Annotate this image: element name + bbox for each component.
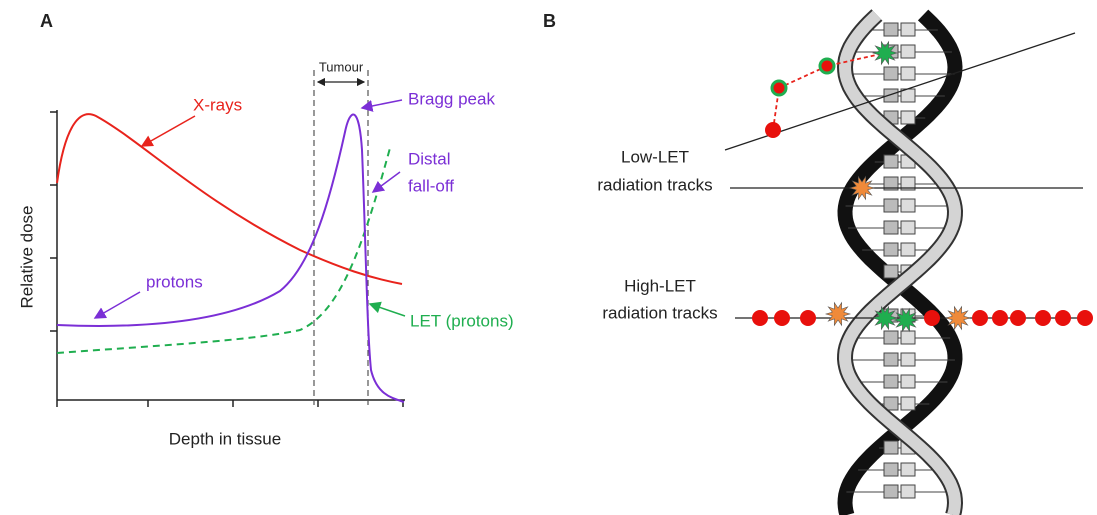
- base: [900, 110, 916, 125]
- base: [883, 22, 899, 37]
- dna-helix: [836, 9, 964, 515]
- base: [883, 396, 899, 411]
- bragg-peak-label: Bragg peak: [408, 89, 495, 108]
- ionisation: [774, 310, 790, 326]
- ionisation: [752, 310, 768, 326]
- base: [900, 66, 916, 81]
- base: [883, 264, 899, 279]
- ionisation: [1010, 310, 1026, 326]
- axes: [50, 110, 405, 407]
- base: [883, 462, 899, 477]
- x-ray-curve: [56, 113, 403, 285]
- arrow: [360, 99, 403, 112]
- base: [883, 198, 899, 213]
- arrow: [140, 115, 196, 147]
- base: [900, 44, 916, 59]
- base: [900, 330, 916, 345]
- secondary-track: [772, 52, 886, 131]
- base: [900, 462, 916, 477]
- base: [883, 440, 899, 455]
- ionisation: [818, 57, 836, 75]
- base: [900, 484, 916, 499]
- ionisation: [924, 310, 940, 326]
- arrow: [371, 171, 401, 193]
- base: [900, 176, 916, 191]
- ionisation: [972, 310, 988, 326]
- x-rays-label: X-rays: [193, 95, 242, 114]
- base: [883, 484, 899, 499]
- base: [900, 352, 916, 367]
- distal-label: fall-off: [408, 176, 454, 195]
- front-strand: [838, 10, 962, 515]
- dna-damage: [871, 305, 899, 331]
- ionisation: [765, 122, 781, 138]
- base: [883, 330, 899, 345]
- ionisation: [992, 310, 1008, 326]
- panel-label: B: [543, 11, 556, 31]
- let-curve: [56, 147, 391, 354]
- arrow: [93, 291, 141, 319]
- base: [883, 88, 899, 103]
- high-let-label: radiation tracks: [602, 303, 717, 322]
- proton-curve: [56, 113, 405, 403]
- low-let-label: radiation tracks: [597, 175, 712, 194]
- ionisation: [1035, 310, 1051, 326]
- base: [883, 176, 899, 191]
- base: [883, 242, 899, 257]
- x-axis-label: Depth in tissue: [169, 429, 281, 448]
- dna-damage: [871, 40, 899, 66]
- base: [883, 352, 899, 367]
- base: [883, 374, 899, 389]
- ionisation: [1055, 310, 1071, 326]
- base: [883, 154, 899, 169]
- base: [900, 242, 916, 257]
- track-line: [724, 32, 1076, 151]
- high-let-label: High-LET: [624, 276, 696, 295]
- ionisation: [800, 310, 816, 326]
- dna-damage: [892, 307, 920, 333]
- dna-damage: [824, 301, 852, 327]
- tumour-bounds: [313, 70, 369, 405]
- y-axis-label: Relative dose: [17, 205, 36, 308]
- base: [900, 220, 916, 235]
- let-label: LET (protons): [410, 311, 514, 330]
- tumour-label: Tumour: [319, 59, 364, 74]
- low-let-label: Low-LET: [621, 147, 689, 166]
- base: [900, 374, 916, 389]
- dna-damage: [944, 305, 972, 331]
- front-strand-edge: [836, 9, 964, 515]
- base: [900, 22, 916, 37]
- protons-label: protons: [146, 272, 203, 291]
- distal-label: Distal: [408, 149, 451, 168]
- panel-label: A: [40, 11, 53, 31]
- base: [883, 66, 899, 81]
- base: [883, 220, 899, 235]
- radiation-tracks: [724, 32, 1093, 333]
- ionisation: [1077, 310, 1093, 326]
- base: [900, 198, 916, 213]
- base: [900, 396, 916, 411]
- arrow: [368, 301, 406, 317]
- dna-damage: [848, 175, 876, 201]
- ionisation: [770, 79, 788, 97]
